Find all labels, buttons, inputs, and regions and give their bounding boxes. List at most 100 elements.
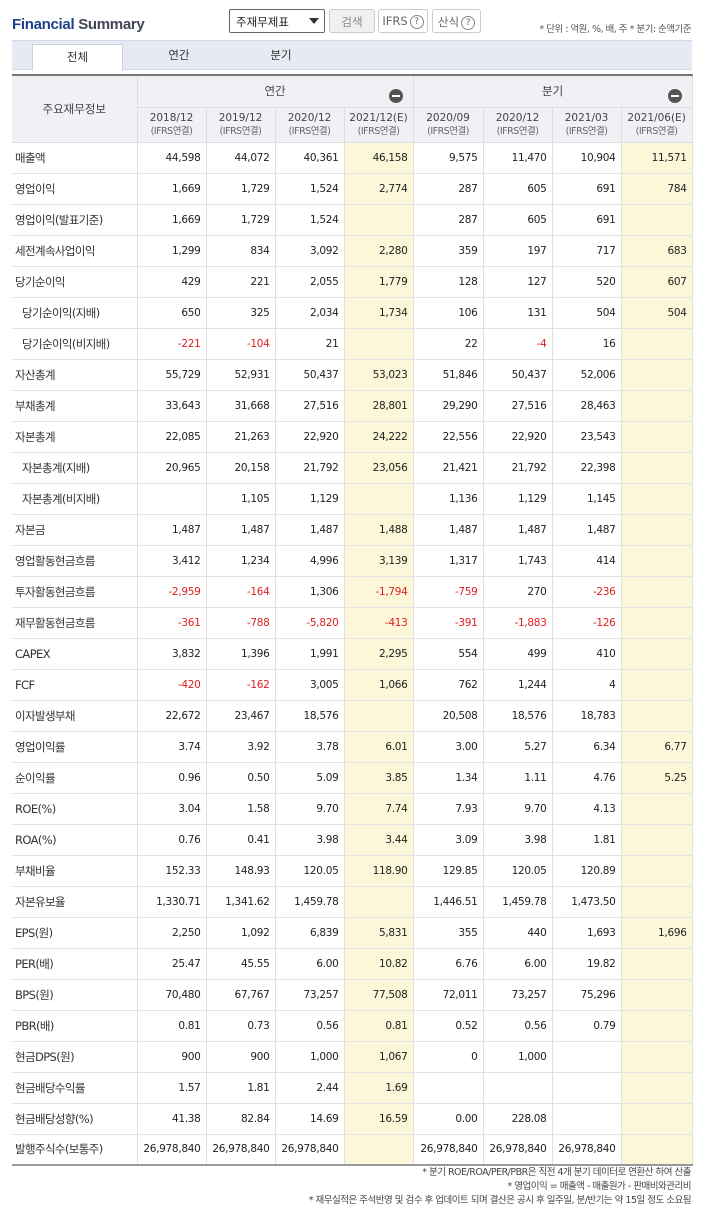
collapse-annual-icon[interactable] — [388, 89, 403, 103]
table-cell — [621, 1134, 693, 1166]
row-label: PBR(배) — [12, 1010, 138, 1042]
table-cell: 21,792 — [275, 452, 345, 484]
table-cell: 3,139 — [344, 545, 414, 577]
table-row: 발행주식수(보통주) 26,978,840 26,978,840 26,978,840… — [12, 1134, 693, 1166]
table-cell: 3.74 — [137, 731, 207, 763]
table-cell: 128 — [413, 266, 484, 298]
table-cell: 120.89 — [552, 855, 622, 887]
group-quarter: 분기 — [413, 75, 693, 108]
table-cell — [483, 1072, 553, 1104]
tab-quarter[interactable]: 분기 — [270, 48, 292, 62]
table-cell: 650 — [137, 297, 207, 329]
table-cell — [137, 483, 207, 515]
table-cell: 72,011 — [413, 979, 484, 1011]
table-row: 부채비율 152.33 148.93 120.05 118.90 129.85 120.05… — [12, 855, 693, 887]
table-row: 당기순이익(지배) 650 325 2,034 1,734 106 131 504 504 — [12, 297, 693, 329]
table-cell: 1,696 — [621, 917, 693, 949]
table-cell: 1,129 — [483, 483, 553, 515]
table-cell: 1,299 — [137, 235, 207, 267]
search-button[interactable]: 검색 — [329, 9, 375, 33]
table-cell: 1,234 — [206, 545, 276, 577]
row-label: 영업이익(발표기준) — [12, 204, 138, 236]
row-label: 영업이익 — [12, 173, 138, 205]
table-cell: 26,978,840 — [275, 1134, 345, 1166]
top-bar: Financial Summary 주재무제표 검색 IFRS? 산식? * 단… — [0, 0, 701, 40]
row-label: 현금배당성향(%) — [12, 1103, 138, 1135]
table-cell: 50,437 — [483, 359, 553, 391]
table-row: 세전계속사업이익 1,299 834 3,092 2,280 359 197 717 683 — [12, 235, 693, 267]
table-row: 현금배당성향(%) 41.38 82.84 14.69 16.59 0.00 228.08 — [12, 1103, 693, 1135]
table-cell: 1,396 — [206, 638, 276, 670]
table-cell: 0.56 — [275, 1010, 345, 1042]
statement-select-value: 주재무제표 — [236, 15, 289, 29]
table-cell: 25.47 — [137, 948, 207, 980]
table-cell: 0.41 — [206, 824, 276, 856]
table-cell: 4.13 — [552, 793, 622, 825]
formula-button[interactable]: 산식? — [432, 9, 481, 33]
row-label: FCF — [12, 669, 138, 701]
table-cell: 1,459.78 — [275, 886, 345, 918]
table-cell: 21,421 — [413, 452, 484, 484]
row-label: 영업활동현금흐름 — [12, 545, 138, 577]
table-cell: 1,000 — [275, 1041, 345, 1073]
column-basis: (IFRS연결) — [427, 125, 469, 137]
tab-all[interactable]: 전체 — [32, 44, 123, 71]
table-cell: 18,576 — [483, 700, 553, 732]
table-cell: 197 — [483, 235, 553, 267]
table-cell: 0.79 — [552, 1010, 622, 1042]
collapse-quarter-icon[interactable] — [667, 89, 682, 103]
ifrs-button[interactable]: IFRS? — [378, 9, 428, 33]
table-cell: 67,767 — [206, 979, 276, 1011]
table-cell: 26,978,840 — [137, 1134, 207, 1166]
table-cell: 2,055 — [275, 266, 345, 298]
column-period: 2021/12(E) — [349, 111, 408, 124]
table-cell: 148.93 — [206, 855, 276, 887]
table-row: 영업이익 1,669 1,729 1,524 2,774 287 605 691 784 — [12, 173, 693, 205]
column-period: 2021/06(E) — [627, 111, 686, 124]
table-cell — [621, 979, 693, 1011]
table-cell: 44,598 — [137, 142, 207, 174]
row-label: 매출액 — [12, 142, 138, 174]
table-cell — [621, 824, 693, 856]
help-icon: ? — [409, 15, 424, 29]
column-header: 2018/12 (IFRS연결) — [137, 107, 207, 143]
table-cell: 3.98 — [483, 824, 553, 856]
table-cell: 22,672 — [137, 700, 207, 732]
group-annual: 연간 — [137, 75, 414, 108]
table-row: FCF -420 -162 3,005 1,066 762 1,244 4 — [12, 669, 693, 701]
table-cell: 1,669 — [137, 173, 207, 205]
table-cell: 9.70 — [483, 793, 553, 825]
table-cell — [621, 328, 693, 360]
table-cell: 27,516 — [483, 390, 553, 422]
table-cell: 3.04 — [137, 793, 207, 825]
table-cell: 1,693 — [552, 917, 622, 949]
table-cell: 3.00 — [413, 731, 484, 763]
tab-annual[interactable]: 연간 — [168, 48, 190, 62]
table-cell: 1,487 — [275, 514, 345, 546]
table-row: EPS(원) 2,250 1,092 6,839 5,831 355 440 1,693 1,6… — [12, 917, 693, 949]
table-cell: 3.78 — [275, 731, 345, 763]
table-row: PER(배) 25.47 45.55 6.00 10.82 6.76 6.00 19.82 — [12, 948, 693, 980]
row-label: 발행주식수(보통주) — [12, 1134, 138, 1166]
table-cell: 152.33 — [137, 855, 207, 887]
table-cell: -126 — [552, 607, 622, 639]
table-row: 자본총계(지배) 20,965 20,158 21,792 23,056 21,421 21… — [12, 452, 693, 484]
table-cell: 0.73 — [206, 1010, 276, 1042]
table-cell: -5,820 — [275, 607, 345, 639]
table-cell: 7.93 — [413, 793, 484, 825]
table-cell: 2.44 — [275, 1072, 345, 1104]
table-cell: 1,487 — [552, 514, 622, 546]
table-cell — [621, 1103, 693, 1135]
table-cell: 270 — [483, 576, 553, 608]
table-cell: 762 — [413, 669, 484, 701]
table-cell: 4,996 — [275, 545, 345, 577]
table-cell: 221 — [206, 266, 276, 298]
table-cell: 3.98 — [275, 824, 345, 856]
table-cell: 51,846 — [413, 359, 484, 391]
statement-select[interactable]: 주재무제표 — [229, 9, 325, 33]
table-cell — [552, 1041, 622, 1073]
table-cell — [621, 483, 693, 515]
table-cell: 70,480 — [137, 979, 207, 1011]
table-cell: 287 — [413, 173, 484, 205]
table-cell: 0.96 — [137, 762, 207, 794]
